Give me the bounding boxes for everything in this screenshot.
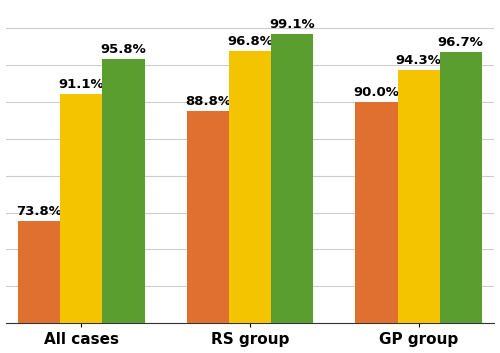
Text: 96.8%: 96.8% — [227, 35, 273, 48]
Bar — [102, 59, 144, 353]
Text: 99.1%: 99.1% — [270, 18, 315, 31]
Text: 94.3%: 94.3% — [396, 54, 442, 67]
Text: 91.1%: 91.1% — [58, 78, 104, 91]
Text: 96.7%: 96.7% — [438, 36, 484, 49]
Bar — [229, 52, 271, 353]
Text: 95.8%: 95.8% — [100, 43, 146, 56]
Bar — [271, 34, 313, 353]
Text: 90.0%: 90.0% — [354, 86, 400, 99]
Bar — [398, 70, 440, 353]
Bar — [187, 110, 229, 353]
Bar — [356, 102, 398, 353]
Bar — [60, 94, 102, 353]
Text: 73.8%: 73.8% — [16, 205, 62, 219]
Bar — [18, 221, 60, 353]
Bar — [440, 52, 482, 353]
Text: 88.8%: 88.8% — [185, 95, 231, 108]
